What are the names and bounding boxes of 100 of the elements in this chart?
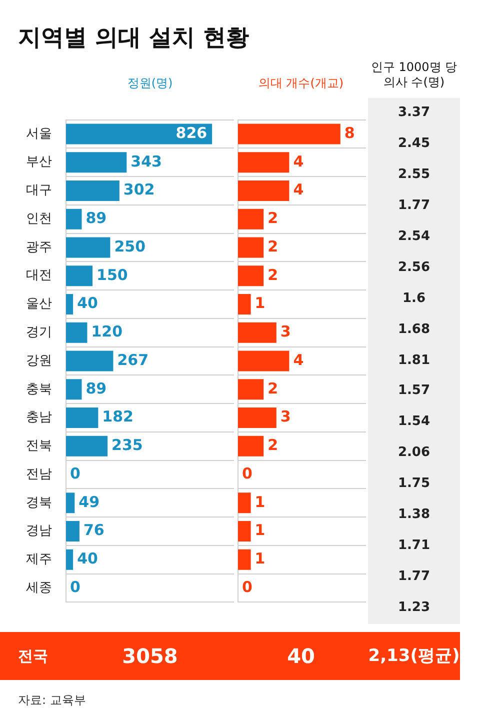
bar bbox=[238, 237, 264, 258]
bar bbox=[66, 124, 212, 144]
y-tick-label: 부산 bbox=[26, 154, 52, 170]
text: 전국 bbox=[17, 646, 49, 667]
bar bbox=[238, 266, 264, 286]
data-label: 235 bbox=[112, 436, 143, 454]
data-label: 1.23 bbox=[396, 599, 432, 618]
data-label: 250 bbox=[114, 237, 146, 256]
bar bbox=[238, 379, 264, 400]
text: 자료: 교육부 bbox=[18, 692, 86, 709]
data-label: 2.56 bbox=[396, 258, 432, 277]
y-tick-label: 경북 bbox=[26, 495, 52, 510]
data-label: 8 bbox=[344, 124, 355, 142]
bar bbox=[66, 549, 74, 570]
text: 3058 bbox=[121, 643, 179, 670]
y-tick-label: 울산 bbox=[26, 296, 52, 312]
data-label: 302 bbox=[123, 180, 155, 199]
data-label: 120 bbox=[91, 322, 123, 341]
y-tick-label: 대전 bbox=[26, 268, 52, 284]
y-tick-label: 충북 bbox=[26, 382, 52, 397]
text: 40 bbox=[286, 643, 316, 670]
data-label: 1.77 bbox=[396, 196, 432, 215]
text: 인구 1000명 당 의사 수(명) bbox=[370, 60, 458, 90]
data-label: 40 bbox=[77, 294, 98, 312]
bar bbox=[238, 180, 290, 201]
bar bbox=[66, 379, 82, 400]
data-label: 1.54 bbox=[396, 413, 432, 432]
data-label: 1.6 bbox=[401, 290, 427, 308]
bar bbox=[238, 492, 251, 514]
data-label: 2 bbox=[268, 266, 278, 284]
data-label: 182 bbox=[102, 408, 134, 426]
data-label: 1.77 bbox=[396, 568, 432, 586]
data-label: 1 bbox=[254, 521, 266, 540]
bar bbox=[66, 208, 82, 230]
bar bbox=[66, 294, 74, 314]
data-label: 0 bbox=[70, 464, 80, 482]
y-tick-label: 제주 bbox=[26, 552, 52, 568]
y-tick-label: 충남 bbox=[26, 410, 52, 426]
chart-subtitle: 정원(명) bbox=[126, 76, 174, 91]
data-label: 4 bbox=[293, 350, 304, 369]
bar bbox=[238, 294, 251, 314]
data-label: 3 bbox=[280, 322, 291, 341]
bar bbox=[238, 549, 251, 570]
data-label: 2.54 bbox=[396, 228, 432, 246]
y-tick-label: 전북 bbox=[26, 438, 52, 454]
bar bbox=[66, 237, 110, 258]
bar bbox=[238, 322, 276, 343]
bar bbox=[66, 436, 108, 456]
bar bbox=[238, 521, 251, 542]
data-label: 2 bbox=[268, 436, 278, 454]
data-label: 1 bbox=[254, 550, 266, 568]
bar bbox=[238, 436, 264, 456]
bar bbox=[66, 408, 98, 428]
data-label: 0 bbox=[242, 578, 252, 596]
data-label: 343 bbox=[130, 152, 162, 170]
data-label: 2 bbox=[268, 209, 278, 228]
bar bbox=[66, 521, 80, 542]
data-label: 76 bbox=[83, 521, 104, 540]
bar bbox=[66, 350, 114, 372]
data-label: 1 bbox=[254, 294, 266, 312]
bar bbox=[66, 322, 88, 343]
data-label: 2.55 bbox=[396, 166, 432, 184]
data-label: 1.57 bbox=[396, 382, 432, 400]
data-label: 1 bbox=[254, 492, 266, 511]
data-label: 49 bbox=[78, 492, 100, 511]
data-label: 40 bbox=[77, 550, 98, 568]
data-label: 2 bbox=[268, 237, 278, 256]
chart-title: 지역별 의대 설치 현황 bbox=[18, 24, 250, 53]
data-label: 1.38 bbox=[396, 506, 432, 524]
data-label: 1.68 bbox=[396, 320, 432, 339]
data-label: 89 bbox=[86, 379, 107, 398]
bar bbox=[66, 152, 127, 173]
y-tick-label: 인천 bbox=[26, 211, 52, 226]
data-label: 4 bbox=[293, 152, 304, 170]
data-label: 3.37 bbox=[396, 104, 432, 122]
data-label: 89 bbox=[86, 209, 107, 228]
data-label: 1.81 bbox=[396, 352, 432, 370]
data-label: 3 bbox=[280, 408, 291, 426]
y-tick-label: 전남 bbox=[26, 466, 52, 482]
data-label: 826 bbox=[176, 124, 208, 142]
chart-title: 의대 개수(개교) bbox=[257, 76, 345, 91]
bar bbox=[238, 350, 290, 372]
y-tick-label: 강원 bbox=[26, 353, 52, 368]
bar bbox=[238, 124, 340, 144]
bar bbox=[238, 208, 264, 230]
y-tick-label: 세종 bbox=[26, 580, 52, 596]
text: 2,13(평균) bbox=[368, 645, 460, 668]
data-label: 1.75 bbox=[396, 475, 432, 494]
data-label: 1.71 bbox=[396, 537, 432, 556]
bar bbox=[66, 180, 120, 201]
y-tick-label: 경남 bbox=[26, 524, 52, 539]
data-label: 2.45 bbox=[396, 134, 432, 153]
y-tick-label: 서울 bbox=[26, 126, 52, 142]
y-tick-label: 광주 bbox=[26, 240, 52, 255]
bar bbox=[238, 152, 290, 173]
y-tick-label: 대구 bbox=[26, 183, 52, 198]
bar bbox=[238, 408, 276, 428]
data-label: 2 bbox=[268, 379, 278, 398]
data-label: 150 bbox=[96, 266, 128, 284]
data-label: 2.06 bbox=[396, 444, 432, 462]
